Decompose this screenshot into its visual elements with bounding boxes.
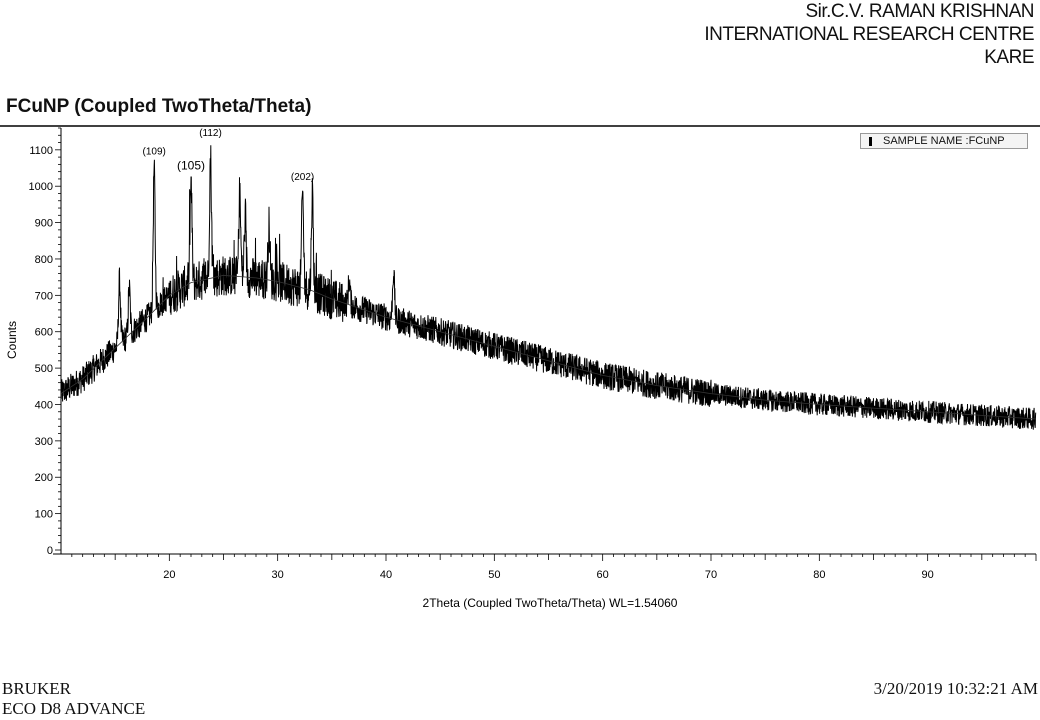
y-tick-label: 700 (35, 290, 53, 302)
xrd-pattern-line (60, 145, 1037, 430)
y-tick-label: 300 (35, 436, 53, 448)
peak-label: (202) (291, 172, 314, 183)
y-tick-label: 400 (35, 399, 53, 411)
y-tick-label: 800 (35, 254, 53, 266)
y-tick-label: 1100 (29, 145, 53, 157)
y-tick-label: 1000 (29, 181, 53, 193)
y-tick-label: 500 (35, 363, 53, 375)
peak-label: (105) (177, 158, 205, 172)
y-tick-label: 100 (35, 509, 53, 521)
legend: SAMPLE NAME :FCuNP (860, 133, 1028, 149)
x-tick-label: 30 (272, 569, 284, 581)
y-tick-label: 600 (35, 327, 53, 339)
instrument-maker: BRUKER (2, 679, 71, 698)
peak-label: (109) (142, 147, 165, 158)
chart-title: FCuNP (Coupled TwoTheta/Theta) (6, 96, 312, 117)
legend-swatch (869, 137, 872, 146)
x-tick-label: 70 (705, 569, 717, 581)
x-axis-label: 2Theta (Coupled TwoTheta/Theta) WL=1.540… (423, 596, 678, 610)
legend-label: SAMPLE NAME :FCuNP (883, 135, 1005, 147)
peak-label: (112) (199, 128, 222, 139)
y-tick-label: 900 (35, 218, 53, 230)
x-tick-label: 20 (163, 569, 175, 581)
institute-name-line2: INTERNATIONAL RESEARCH CENTRE (704, 24, 1034, 45)
x-tick-label: 50 (488, 569, 500, 581)
x-tick-label: 60 (597, 569, 609, 581)
institute-name-line1: Sir.C.V. RAMAN KRISHNAN (805, 1, 1034, 22)
instrument-model: ECO D8 ADVANCE (2, 699, 146, 718)
y-axis-label: Counts (5, 321, 19, 359)
timestamp: 3/20/2019 10:32:21 AM (873, 679, 1038, 698)
y-tick-label: 0 (47, 545, 53, 557)
background-fit-line (60, 274, 1037, 420)
x-tick-label: 80 (813, 569, 825, 581)
y-tick-label: 200 (35, 472, 53, 484)
axes: 0 100 200 300 400 500 600 700 800 900 1000 1100 20 30… (29, 127, 1037, 581)
plot-area: (109) (105) (112) (202) (60, 128, 1037, 430)
x-tick-label: 40 (380, 569, 392, 581)
institute-name-line3: KARE (984, 47, 1034, 68)
x-tick-label: 90 (922, 569, 934, 581)
